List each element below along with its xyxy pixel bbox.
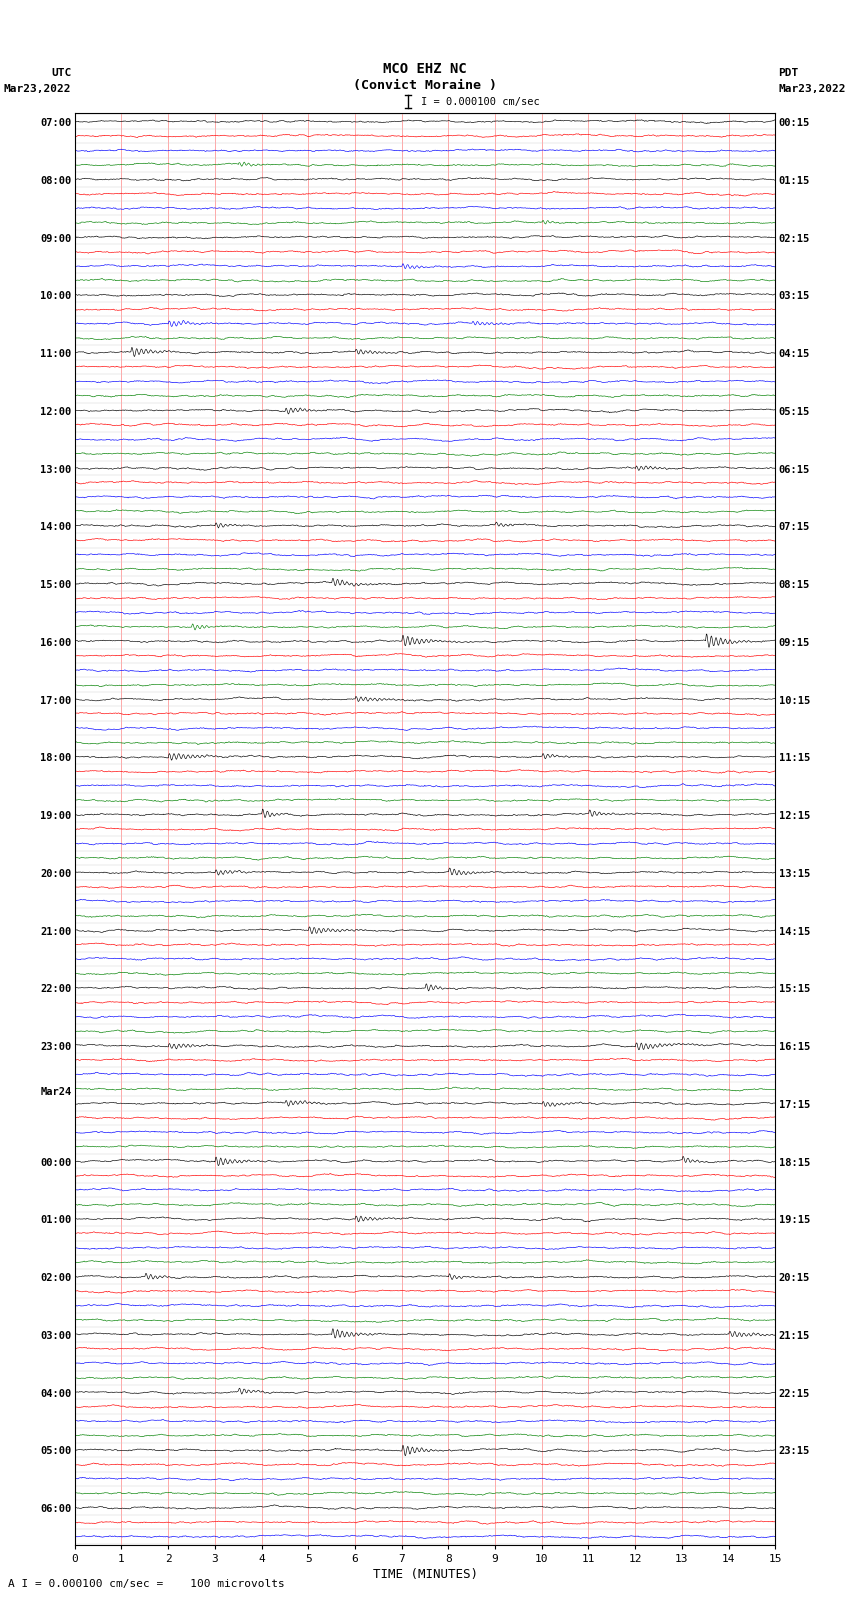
Text: 23:15: 23:15	[779, 1447, 810, 1457]
Text: MCO EHZ NC: MCO EHZ NC	[383, 63, 467, 76]
Text: 02:00: 02:00	[40, 1273, 71, 1282]
Text: I = 0.000100 cm/sec: I = 0.000100 cm/sec	[421, 97, 540, 106]
Text: 15:00: 15:00	[40, 581, 71, 590]
Text: 03:15: 03:15	[779, 292, 810, 302]
Text: 13:15: 13:15	[779, 869, 810, 879]
Text: 18:00: 18:00	[40, 753, 71, 763]
Text: 19:15: 19:15	[779, 1215, 810, 1226]
Text: 05:00: 05:00	[40, 1447, 71, 1457]
Text: 05:15: 05:15	[779, 406, 810, 416]
Text: 16:15: 16:15	[779, 1042, 810, 1052]
Text: 23:00: 23:00	[40, 1042, 71, 1052]
Text: 22:15: 22:15	[779, 1389, 810, 1398]
Text: 11:15: 11:15	[779, 753, 810, 763]
Text: 10:00: 10:00	[40, 292, 71, 302]
Text: 20:15: 20:15	[779, 1273, 810, 1282]
Text: 02:15: 02:15	[779, 234, 810, 244]
Text: A I = 0.000100 cm/sec =    100 microvolts: A I = 0.000100 cm/sec = 100 microvolts	[8, 1579, 286, 1589]
Text: 00:00: 00:00	[40, 1158, 71, 1168]
Text: 01:15: 01:15	[779, 176, 810, 185]
Text: 21:15: 21:15	[779, 1331, 810, 1340]
Text: 04:00: 04:00	[40, 1389, 71, 1398]
Text: PDT: PDT	[779, 68, 799, 77]
Text: Mar23,2022: Mar23,2022	[779, 84, 846, 94]
Text: 18:15: 18:15	[779, 1158, 810, 1168]
Text: 01:00: 01:00	[40, 1215, 71, 1226]
Text: 00:15: 00:15	[779, 118, 810, 127]
Text: 17:15: 17:15	[779, 1100, 810, 1110]
Text: 08:00: 08:00	[40, 176, 71, 185]
Text: 04:15: 04:15	[779, 348, 810, 360]
Text: 08:15: 08:15	[779, 581, 810, 590]
Text: 21:00: 21:00	[40, 926, 71, 937]
Text: 12:00: 12:00	[40, 406, 71, 416]
Text: 22:00: 22:00	[40, 984, 71, 994]
Text: (Convict Moraine ): (Convict Moraine )	[353, 79, 497, 92]
Text: 20:00: 20:00	[40, 869, 71, 879]
Text: 17:00: 17:00	[40, 695, 71, 705]
Text: 06:15: 06:15	[779, 465, 810, 474]
Text: 10:15: 10:15	[779, 695, 810, 705]
Text: 03:00: 03:00	[40, 1331, 71, 1340]
Text: 14:15: 14:15	[779, 926, 810, 937]
Text: Mar24: Mar24	[40, 1087, 71, 1097]
Text: 09:00: 09:00	[40, 234, 71, 244]
Text: 16:00: 16:00	[40, 637, 71, 648]
Text: UTC: UTC	[51, 68, 71, 77]
Text: 09:15: 09:15	[779, 637, 810, 648]
Text: 19:00: 19:00	[40, 811, 71, 821]
Text: 14:00: 14:00	[40, 523, 71, 532]
Text: 07:00: 07:00	[40, 118, 71, 127]
Text: 12:15: 12:15	[779, 811, 810, 821]
Text: 13:00: 13:00	[40, 465, 71, 474]
Text: Mar23,2022: Mar23,2022	[4, 84, 71, 94]
Text: 15:15: 15:15	[779, 984, 810, 994]
Text: 06:00: 06:00	[40, 1505, 71, 1515]
X-axis label: TIME (MINUTES): TIME (MINUTES)	[372, 1568, 478, 1581]
Text: 11:00: 11:00	[40, 348, 71, 360]
Text: 07:15: 07:15	[779, 523, 810, 532]
